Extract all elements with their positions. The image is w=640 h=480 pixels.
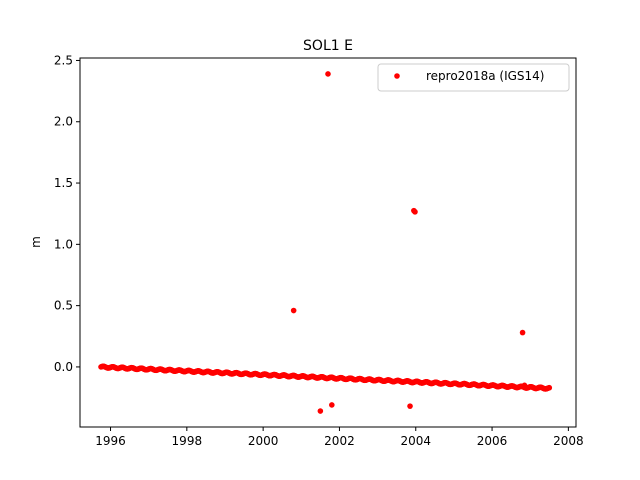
y-tick-label: 1.0 [54, 237, 73, 251]
x-tick-label: 2000 [248, 434, 279, 448]
x-tick-label: 1996 [95, 434, 126, 448]
y-tick-label: 2.0 [54, 115, 73, 129]
y-tick-label: 0.0 [54, 360, 73, 374]
x-tick-label: 2006 [477, 434, 508, 448]
y-tick-label: 1.5 [54, 176, 73, 190]
legend: repro2018a (IGS14) [377, 63, 570, 92]
outlier-point [519, 329, 526, 336]
outlier-point [407, 403, 413, 409]
outlier-point [325, 71, 331, 77]
outlier-point [329, 402, 335, 408]
outlier-point [317, 408, 324, 414]
y-tick-label: 2.5 [54, 53, 73, 67]
plot-area [98, 71, 553, 414]
y-axis: 0.0 0.5 1.0 1.5 2.0 2.5 [54, 53, 80, 374]
y-tick-label: 0.5 [54, 299, 73, 313]
axes-frame [79, 57, 577, 428]
x-tick-label: 2004 [400, 434, 431, 448]
y-axis-label: m [29, 236, 43, 248]
outlier-point [290, 307, 297, 314]
data-point [546, 384, 553, 391]
x-tick-label: 1998 [172, 434, 203, 448]
legend-frame [377, 63, 570, 92]
legend-label: repro2018a (IGS14) [426, 69, 544, 83]
x-axis: 1996 1998 2000 2002 2004 2006 2008 [95, 427, 584, 448]
chart-title: SOL1 E [303, 38, 353, 54]
x-tick-label: 2008 [553, 434, 584, 448]
outlier-point [412, 209, 418, 215]
x-tick-label: 2002 [324, 434, 355, 448]
legend-marker [394, 73, 400, 79]
outlier-point [521, 382, 528, 389]
